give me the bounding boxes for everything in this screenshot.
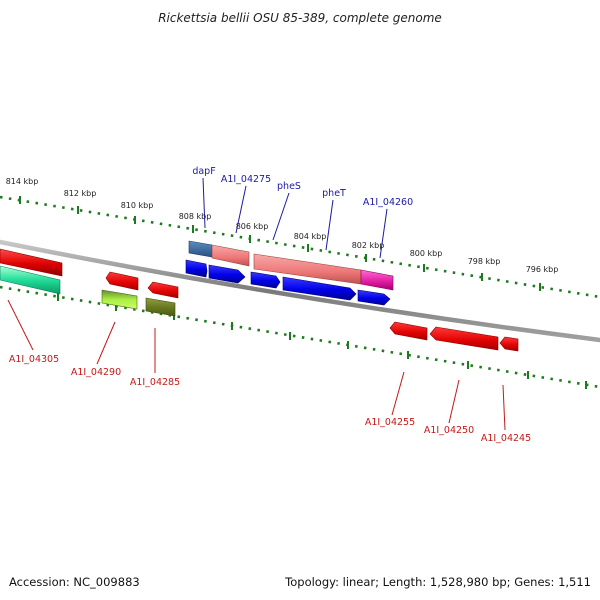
gene-A1I_04250[interactable] — [429, 326, 499, 351]
leader-A1I_04245 — [502, 384, 506, 431]
scale-label-800: 800 kbp — [410, 249, 443, 258]
label-A1I_04255[interactable]: A1I_04255 — [365, 417, 415, 428]
leader-pheT — [325, 199, 334, 251]
label-pheT[interactable]: pheT — [322, 188, 346, 199]
leader-A1I_04260 — [379, 208, 388, 259]
footer-accession: Accession: NC_009883 — [9, 575, 140, 589]
leader-pheS — [272, 192, 290, 241]
gene-track-lower-right — [389, 321, 519, 352]
scale-label-798: 798 kbp — [468, 257, 501, 266]
label-A1I_04285[interactable]: A1I_04285 — [130, 377, 180, 388]
gene-A1I_04290[interactable] — [101, 289, 138, 310]
gene-A1I_04260[interactable] — [360, 269, 394, 291]
gene-arrow-green[interactable] — [0, 265, 61, 295]
label-A1I_04290[interactable]: A1I_04290 — [71, 367, 121, 378]
genome-backbone — [0, 239, 600, 343]
gene-track-upper — [188, 240, 394, 291]
leader-A1I_04250 — [448, 379, 460, 424]
leader-A1I_04275 — [235, 185, 247, 234]
scale-label-814: 814 kbp — [6, 177, 39, 186]
scale-label-796: 796 kbp — [526, 265, 559, 274]
gene-A1I_04245[interactable] — [499, 336, 519, 352]
gene-track-left — [0, 248, 63, 295]
label-A1I_04305[interactable]: A1I_04305 — [9, 354, 59, 365]
gene-arrow-red-small-1[interactable] — [105, 271, 139, 291]
label-pheS[interactable]: pheS — [277, 181, 301, 192]
footer-summary: Topology: linear; Length: 1,528,980 bp; … — [284, 575, 591, 589]
gene-track-lower-left — [101, 271, 179, 317]
upper-scale-line — [0, 195, 600, 299]
gene-A1I_04255[interactable] — [389, 321, 428, 341]
lower-gene-labels: A1I_04305 A1I_04290 A1I_04285 A1I_04255 … — [9, 354, 531, 444]
upper-label-leaders — [202, 177, 388, 259]
scale-label-808: 808 kbp — [179, 212, 212, 221]
lower-scale-line — [0, 285, 600, 389]
gene-arrow-blue-3[interactable] — [250, 271, 281, 289]
gene-arrow-blue-2[interactable] — [208, 264, 246, 284]
gene-A1I_04275[interactable] — [211, 244, 250, 267]
gene-dapF[interactable] — [188, 240, 213, 258]
gene-arrow-blue-4[interactable] — [282, 276, 357, 301]
gene-arrow-red-upper[interactable] — [0, 248, 63, 277]
label-A1I_04245[interactable]: A1I_04245 — [481, 433, 531, 444]
upper-scale: 814 kbp 812 kbp 810 kbp 808 kbp 806 kbp … — [0, 177, 600, 299]
leader-dapF — [202, 177, 206, 229]
leader-A1I_04305 — [7, 299, 34, 351]
upper-gene-labels: dapF A1I_04275 pheS pheT A1I_04260 — [192, 166, 413, 208]
scale-label-810: 810 kbp — [121, 201, 154, 210]
leader-A1I_04255 — [391, 371, 405, 416]
gene-arrow-blue-5[interactable] — [357, 289, 391, 306]
leader-A1I_04290 — [96, 321, 116, 365]
gene-A1I_04285[interactable] — [145, 297, 176, 317]
scale-labels: 814 kbp 812 kbp 810 kbp 808 kbp 806 kbp … — [6, 177, 559, 274]
scale-label-806: 806 kbp — [236, 222, 269, 231]
scale-label-812: 812 kbp — [64, 189, 97, 198]
scale-label-802: 802 kbp — [352, 241, 385, 250]
gene-track-blue — [185, 259, 391, 306]
label-A1I_04275[interactable]: A1I_04275 — [221, 174, 271, 185]
label-A1I_04250[interactable]: A1I_04250 — [424, 425, 474, 436]
gene-arrow-red-small-2[interactable] — [147, 281, 179, 299]
lower-label-leaders — [7, 299, 506, 431]
gene-arrow-blue-1[interactable] — [185, 259, 208, 278]
scale-label-804: 804 kbp — [294, 232, 327, 241]
upper-scale-ticks — [19, 196, 541, 291]
label-dapF[interactable]: dapF — [192, 166, 215, 177]
label-A1I_04260[interactable]: A1I_04260 — [363, 197, 413, 208]
chart-title: Rickettsia bellii OSU 85-389, complete g… — [158, 11, 442, 25]
